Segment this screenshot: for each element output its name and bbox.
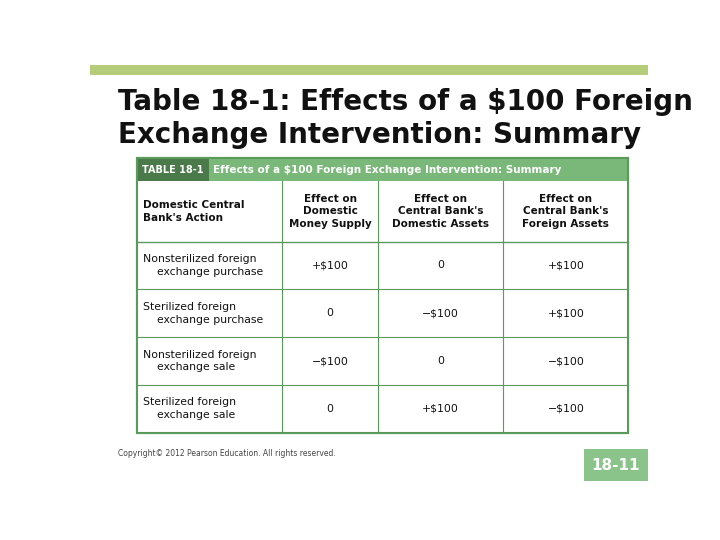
Bar xyxy=(138,289,629,337)
Text: 0: 0 xyxy=(327,308,333,318)
Text: +$100: +$100 xyxy=(547,260,585,271)
Text: +$100: +$100 xyxy=(312,260,348,271)
Text: 18-11: 18-11 xyxy=(592,457,640,472)
Bar xyxy=(138,158,209,181)
Text: Effect on
Central Bank's
Domestic Assets: Effect on Central Bank's Domestic Assets xyxy=(392,194,489,229)
Bar xyxy=(138,241,629,289)
Text: −$100: −$100 xyxy=(547,356,585,366)
Text: Effect on
Central Bank's
Foreign Assets: Effect on Central Bank's Foreign Assets xyxy=(523,194,609,229)
Bar xyxy=(138,158,629,433)
Bar xyxy=(138,385,629,433)
Text: Sterilized foreign
    exchange sale: Sterilized foreign exchange sale xyxy=(143,397,236,420)
Bar xyxy=(138,158,629,181)
Text: Effect on
Domestic
Money Supply: Effect on Domestic Money Supply xyxy=(289,194,372,229)
Bar xyxy=(138,158,629,433)
Text: −$100: −$100 xyxy=(422,308,459,318)
Bar xyxy=(138,181,629,241)
Text: 0: 0 xyxy=(327,404,333,414)
Text: Table 18-1: Effects of a $100 Foreign
Exchange Intervention: Summary: Table 18-1: Effects of a $100 Foreign Ex… xyxy=(118,87,693,149)
Bar xyxy=(90,65,648,75)
Text: Effects of a $100 Foreign Exchange Intervention: Summary: Effects of a $100 Foreign Exchange Inter… xyxy=(212,165,561,175)
Text: +$100: +$100 xyxy=(422,404,459,414)
Text: −$100: −$100 xyxy=(547,404,585,414)
Text: Copyright© 2012 Pearson Education. All rights reserved.: Copyright© 2012 Pearson Education. All r… xyxy=(118,449,336,458)
Text: −$100: −$100 xyxy=(312,356,348,366)
Text: 0: 0 xyxy=(437,356,444,366)
Bar xyxy=(584,449,648,481)
Text: Sterilized foreign
    exchange purchase: Sterilized foreign exchange purchase xyxy=(143,302,264,325)
Text: TABLE 18-1: TABLE 18-1 xyxy=(143,165,204,175)
Text: +$100: +$100 xyxy=(547,308,585,318)
Text: Domestic Central
Bank's Action: Domestic Central Bank's Action xyxy=(143,200,245,222)
Text: Nonsterilized foreign
    exchange purchase: Nonsterilized foreign exchange purchase xyxy=(143,254,264,277)
Text: Nonsterilized foreign
    exchange sale: Nonsterilized foreign exchange sale xyxy=(143,350,257,373)
Text: 0: 0 xyxy=(437,260,444,271)
Bar xyxy=(138,337,629,385)
